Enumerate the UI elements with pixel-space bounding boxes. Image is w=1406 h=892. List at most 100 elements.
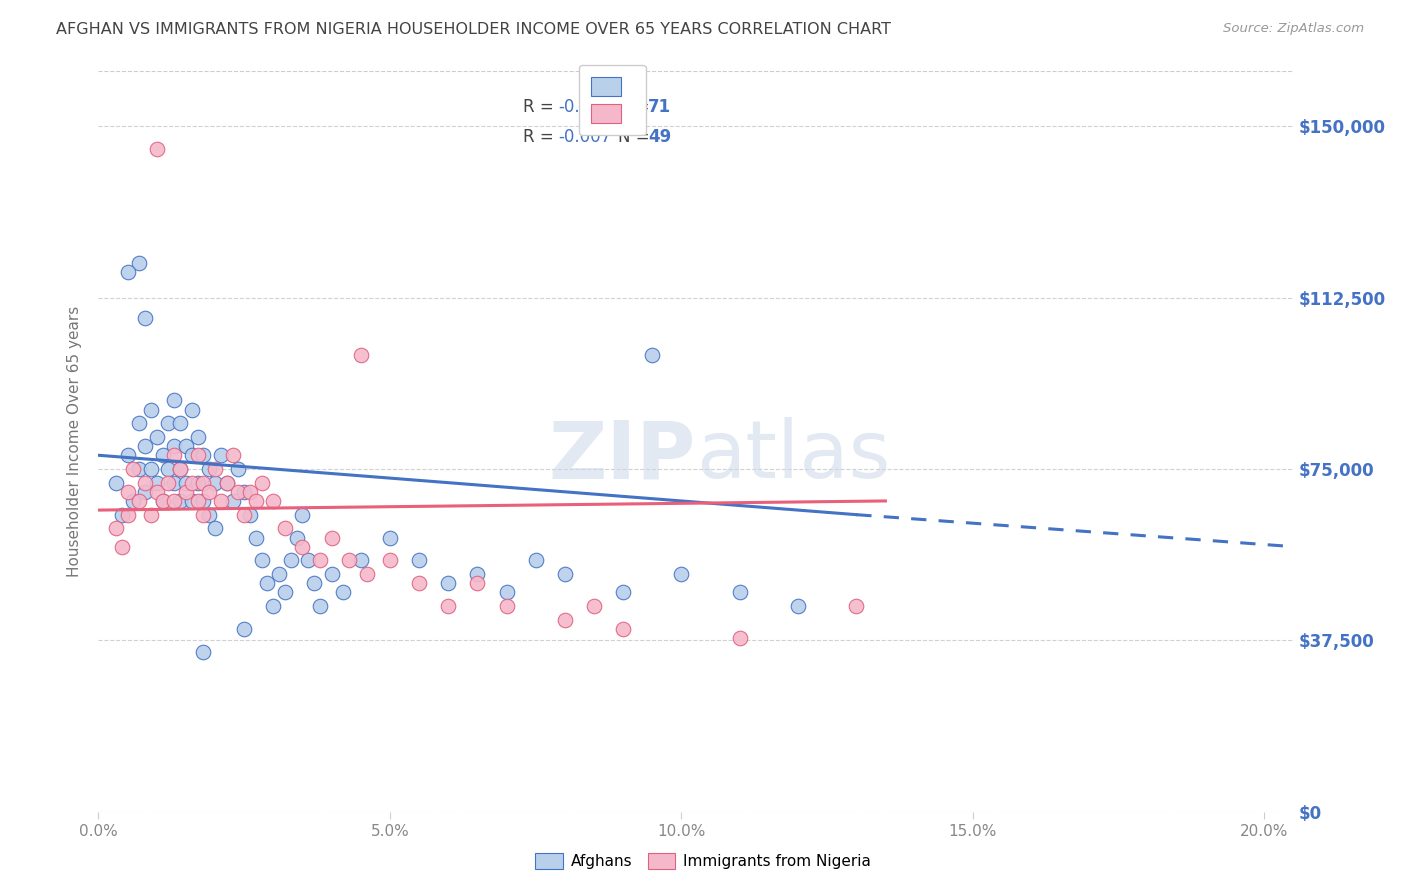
- Text: R =: R =: [523, 128, 554, 145]
- Point: [193, 494, 215, 508]
- Point: [180, 494, 202, 508]
- Point: [193, 448, 215, 462]
- Point: [467, 576, 489, 591]
- Point: [297, 553, 319, 567]
- Point: [152, 448, 174, 462]
- Point: [221, 448, 243, 462]
- Y-axis label: Householder Income Over 65 years: Householder Income Over 65 years: [67, 306, 83, 577]
- Point: [239, 484, 262, 499]
- Point: [180, 402, 202, 417]
- Point: [145, 142, 167, 156]
- Point: [145, 484, 167, 499]
- Legend: , : ,: [579, 65, 645, 135]
- Point: [193, 475, 215, 490]
- Point: [163, 439, 186, 453]
- Point: [174, 475, 197, 490]
- Point: [350, 553, 373, 567]
- Point: [209, 448, 232, 462]
- Text: -0.104: -0.104: [558, 98, 612, 116]
- Point: [174, 484, 197, 499]
- Point: [204, 521, 226, 535]
- Point: [169, 417, 191, 431]
- Text: 71: 71: [648, 98, 671, 116]
- Point: [134, 484, 156, 499]
- Point: [215, 475, 238, 490]
- Text: -0.007: -0.007: [558, 128, 612, 145]
- Text: atlas: atlas: [696, 417, 890, 495]
- Point: [163, 448, 186, 462]
- Text: Source: ZipAtlas.com: Source: ZipAtlas.com: [1223, 22, 1364, 36]
- Point: [274, 585, 297, 599]
- Point: [350, 348, 373, 362]
- Point: [117, 265, 139, 279]
- Point: [582, 599, 605, 613]
- Point: [198, 508, 221, 522]
- Point: [139, 402, 162, 417]
- Point: [554, 567, 576, 582]
- Point: [728, 585, 751, 599]
- Point: [321, 531, 343, 545]
- Point: [163, 494, 186, 508]
- Point: [122, 494, 145, 508]
- Point: [356, 567, 378, 582]
- Point: [117, 448, 139, 462]
- Point: [128, 494, 150, 508]
- Point: [280, 553, 302, 567]
- Point: [117, 484, 139, 499]
- Point: [204, 475, 226, 490]
- Point: [309, 599, 332, 613]
- Text: AFGHAN VS IMMIGRANTS FROM NIGERIA HOUSEHOLDER INCOME OVER 65 YEARS CORRELATION C: AFGHAN VS IMMIGRANTS FROM NIGERIA HOUSEH…: [56, 22, 891, 37]
- Point: [128, 417, 150, 431]
- Point: [467, 567, 489, 582]
- Point: [111, 540, 134, 554]
- Point: [104, 475, 127, 490]
- Point: [408, 576, 430, 591]
- Point: [193, 508, 215, 522]
- Point: [186, 494, 208, 508]
- Point: [262, 599, 284, 613]
- Point: [139, 462, 162, 476]
- Point: [134, 311, 156, 326]
- Point: [128, 256, 150, 270]
- Point: [111, 508, 134, 522]
- Point: [269, 567, 291, 582]
- Point: [169, 462, 191, 476]
- Point: [245, 531, 267, 545]
- Point: [233, 622, 256, 636]
- Point: [198, 484, 221, 499]
- Point: [139, 508, 162, 522]
- Point: [291, 540, 314, 554]
- Text: N =: N =: [619, 128, 650, 145]
- Point: [337, 553, 360, 567]
- Point: [321, 567, 343, 582]
- Point: [180, 448, 202, 462]
- Point: [250, 553, 273, 567]
- Point: [728, 631, 751, 645]
- Legend: Afghans, Immigrants from Nigeria: Afghans, Immigrants from Nigeria: [530, 847, 876, 875]
- Text: N =: N =: [619, 98, 650, 116]
- Point: [204, 462, 226, 476]
- Point: [122, 462, 145, 476]
- Point: [233, 484, 256, 499]
- Point: [378, 553, 401, 567]
- Point: [145, 430, 167, 444]
- Point: [256, 576, 278, 591]
- Point: [157, 462, 180, 476]
- Point: [193, 645, 215, 659]
- Point: [174, 439, 197, 453]
- Point: [152, 494, 174, 508]
- Point: [215, 475, 238, 490]
- Point: [671, 567, 693, 582]
- Point: [787, 599, 810, 613]
- Point: [408, 553, 430, 567]
- Point: [524, 553, 547, 567]
- Point: [169, 462, 191, 476]
- Point: [186, 475, 208, 490]
- Point: [134, 475, 156, 490]
- Point: [221, 494, 243, 508]
- Point: [169, 494, 191, 508]
- Point: [845, 599, 868, 613]
- Point: [233, 508, 256, 522]
- Text: R =: R =: [523, 98, 554, 116]
- Point: [152, 494, 174, 508]
